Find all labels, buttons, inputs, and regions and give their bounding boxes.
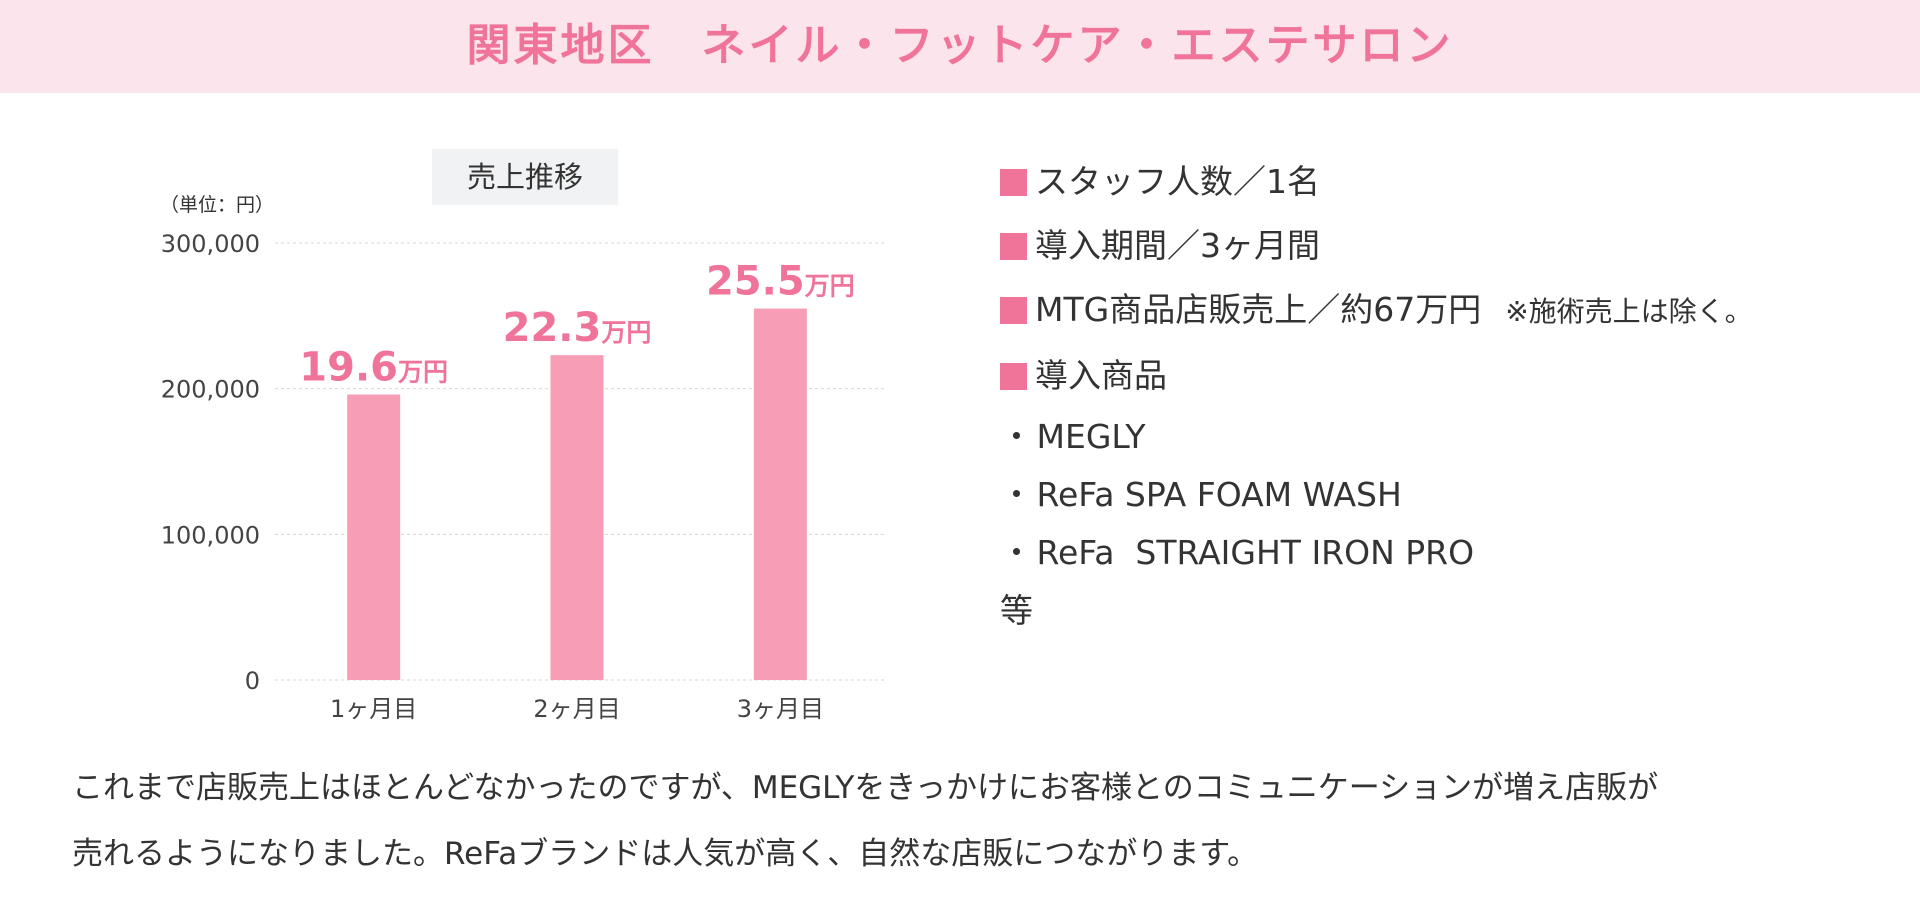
title-banner: 関東地区 ネイル・フットケア・エステサロン xyxy=(0,0,1920,93)
y-tick-label: 300,000 xyxy=(161,230,260,258)
data-label: 25.5万円 xyxy=(706,259,855,305)
data-label-unit: 万円 xyxy=(601,318,651,347)
product-name: ReFa SPA FOAM WASH xyxy=(1036,475,1402,514)
chart-title: 売上推移 xyxy=(432,149,618,205)
pink-square-icon xyxy=(1000,233,1027,260)
bar xyxy=(550,355,604,680)
data-label: 19.6万円 xyxy=(299,344,448,390)
y-tick-label: 0 xyxy=(245,667,260,695)
info-sales: MTG商品店販売上／約67万円 ※施術売上は除く。 xyxy=(1000,278,1900,344)
product-name: MEGLY xyxy=(1036,417,1146,456)
product-item: ・ MEGLY xyxy=(1000,408,1900,466)
data-label-unit: 万円 xyxy=(398,357,448,386)
data-label-value: 19.6 xyxy=(299,344,398,390)
y-tick-label: 100,000 xyxy=(161,521,260,549)
bullet-icon: ・ xyxy=(1000,533,1033,572)
data-label-value: 22.3 xyxy=(503,305,602,351)
x-tick-label: 2ヶ月目 xyxy=(533,695,620,723)
info-panel: スタッフ人数／1名 導入期間／3ヶ月間 MTG商品店販売上／約67万円 ※施術売上… xyxy=(1000,150,1900,640)
products-etc: 等 xyxy=(1000,591,1033,630)
pink-square-icon xyxy=(1000,363,1027,390)
bar xyxy=(347,394,401,680)
y-tick-label: 200,000 xyxy=(161,376,260,404)
info-sales-text: MTG商品店販売上／約67万円 xyxy=(1035,290,1482,329)
product-item: ・ ReFa SPA FOAM WASH xyxy=(1000,466,1900,524)
bar xyxy=(753,308,807,680)
product-item: ・ ReFa STRAIGHT IRON PRO xyxy=(1000,524,1900,582)
info-sales-note: ※施術売上は除く。 xyxy=(1505,295,1753,328)
info-staff: スタッフ人数／1名 xyxy=(1000,150,1900,214)
pink-square-icon xyxy=(1000,297,1027,324)
description-line-2: 売れるようになりました。ReFaブランドは人気が高く、自然な店販につながります。 xyxy=(72,836,1259,872)
bullet-icon: ・ xyxy=(1000,475,1033,514)
bullet-icon: ・ xyxy=(1000,417,1033,456)
unit-label: （単位：円） xyxy=(160,194,275,216)
data-label: 22.3万円 xyxy=(503,305,652,351)
banner-title: 関東地区 ネイル・フットケア・エステサロン xyxy=(466,20,1454,71)
x-tick-label: 3ヶ月目 xyxy=(737,695,824,723)
info-products-heading-text: 導入商品 xyxy=(1035,356,1167,395)
info-staff-text: スタッフ人数／1名 xyxy=(1035,162,1320,201)
info-period-text: 導入期間／3ヶ月間 xyxy=(1035,226,1320,265)
info-products-heading: 導入商品 xyxy=(1000,344,1900,408)
description: これまで店販売上はほとんどなかったのですが、MEGLYをきっかけにお客様とのコミ… xyxy=(72,755,1872,887)
x-tick-label: 1ヶ月目 xyxy=(330,695,417,723)
data-label-value: 25.5 xyxy=(706,259,805,305)
info-period: 導入期間／3ヶ月間 xyxy=(1000,214,1900,278)
product-name: ReFa STRAIGHT IRON PRO xyxy=(1036,533,1475,572)
pink-square-icon xyxy=(1000,169,1027,196)
description-line-1: これまで店販売上はほとんどなかったのですが、MEGLYをきっかけにお客様とのコミ… xyxy=(72,770,1659,806)
data-label-unit: 万円 xyxy=(805,272,855,301)
sales-bar-chart: 0100,000200,000300,0001ヶ月目19.6万円2ヶ月目22.3… xyxy=(161,230,885,723)
